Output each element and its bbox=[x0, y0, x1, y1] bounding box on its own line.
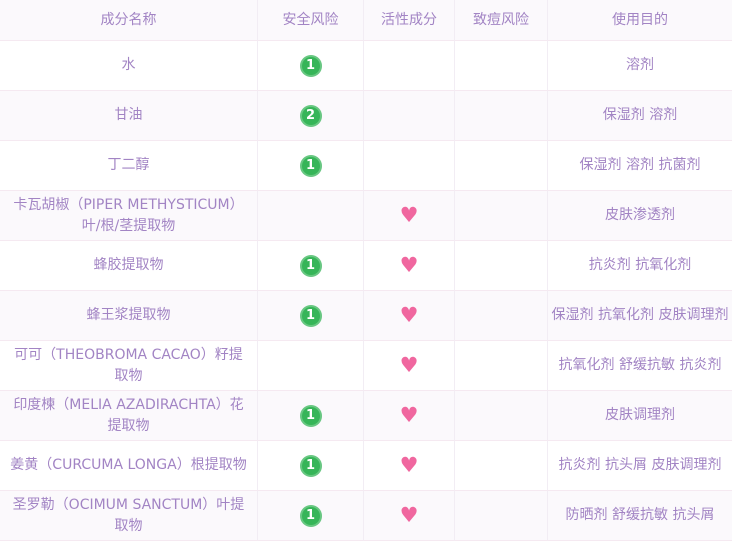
table-row: 丁二醇 1 保湿剂 溶剂 抗菌剂 bbox=[0, 141, 732, 191]
safety-risk-badge: 1 bbox=[299, 304, 322, 327]
usage-purpose: 皮肤渗透剂 bbox=[548, 191, 732, 241]
acne-risk-cell bbox=[455, 141, 548, 191]
acne-risk-cell bbox=[455, 341, 548, 391]
active-ingredient-cell: ♥ bbox=[364, 341, 455, 391]
safety-risk-cell: 1 bbox=[258, 441, 364, 491]
acne-risk-cell bbox=[455, 91, 548, 141]
acne-risk-cell bbox=[455, 241, 548, 291]
safety-risk-cell: 1 bbox=[258, 141, 364, 191]
ingredient-name: 水 bbox=[0, 41, 258, 91]
usage-purpose: 抗氧化剂 舒缓抗敏 抗炎剂 bbox=[548, 341, 732, 391]
usage-purpose: 保湿剂 溶剂 抗菌剂 bbox=[548, 141, 732, 191]
heart-icon: ♥ bbox=[399, 453, 419, 477]
heart-icon: ♥ bbox=[399, 503, 419, 527]
table-row: 蜂胶提取物 1 ♥ 抗炎剂 抗氧化剂 bbox=[0, 241, 732, 291]
safety-risk-badge: 1 bbox=[299, 504, 322, 527]
usage-purpose: 保湿剂 溶剂 bbox=[548, 91, 732, 141]
table-row: 甘油 2 保湿剂 溶剂 bbox=[0, 91, 732, 141]
safety-risk-cell: 1 bbox=[258, 391, 364, 441]
column-header-usage-purpose: 使用目的 bbox=[548, 0, 732, 41]
acne-risk-cell bbox=[455, 291, 548, 341]
safety-risk-cell bbox=[258, 341, 364, 391]
safety-risk-badge: 1 bbox=[299, 154, 322, 177]
usage-purpose: 防晒剂 舒缓抗敏 抗头屑 bbox=[548, 491, 732, 541]
active-ingredient-cell bbox=[364, 41, 455, 91]
acne-risk-cell bbox=[455, 191, 548, 241]
column-header-active-ingredient: 活性成分 bbox=[364, 0, 455, 41]
safety-risk-cell: 1 bbox=[258, 291, 364, 341]
usage-purpose: 保湿剂 抗氧化剂 皮肤调理剂 bbox=[548, 291, 732, 341]
safety-risk-cell: 1 bbox=[258, 41, 364, 91]
active-ingredient-cell bbox=[364, 141, 455, 191]
active-ingredient-cell: ♥ bbox=[364, 441, 455, 491]
table-row: 可可（THEOBROMA CACAO）籽提取物 ♥ 抗氧化剂 舒缓抗敏 抗炎剂 bbox=[0, 341, 732, 391]
safety-risk-badge: 1 bbox=[299, 54, 322, 77]
column-header-safety-risk: 安全风险 bbox=[258, 0, 364, 41]
heart-icon: ♥ bbox=[399, 403, 419, 427]
safety-risk-cell: 1 bbox=[258, 491, 364, 541]
ingredient-name: 甘油 bbox=[0, 91, 258, 141]
table-body: 水 1 溶剂 甘油 2 保湿剂 溶剂 丁二醇 1 保湿剂 溶剂 抗菌剂 卡瓦胡椒… bbox=[0, 41, 732, 541]
safety-risk-badge: 2 bbox=[299, 104, 322, 127]
heart-icon: ♥ bbox=[399, 303, 419, 327]
safety-risk-cell bbox=[258, 191, 364, 241]
table-row: 印度楝（MELIA AZADIRACHTA）花提取物 1 ♥ 皮肤调理剂 bbox=[0, 391, 732, 441]
active-ingredient-cell: ♥ bbox=[364, 491, 455, 541]
column-header-ingredient-name: 成分名称 bbox=[0, 0, 258, 41]
heart-icon: ♥ bbox=[399, 353, 419, 377]
usage-purpose: 抗炎剂 抗氧化剂 bbox=[548, 241, 732, 291]
ingredient-name: 蜂胶提取物 bbox=[0, 241, 258, 291]
active-ingredient-cell bbox=[364, 91, 455, 141]
ingredient-name: 圣罗勒（OCIMUM SANCTUM）叶提取物 bbox=[0, 491, 258, 541]
ingredient-name: 卡瓦胡椒（PIPER METHYSTICUM）叶/根/茎提取物 bbox=[0, 191, 258, 241]
active-ingredient-cell: ♥ bbox=[364, 391, 455, 441]
table-row: 水 1 溶剂 bbox=[0, 41, 732, 91]
table-row: 圣罗勒（OCIMUM SANCTUM）叶提取物 1 ♥ 防晒剂 舒缓抗敏 抗头屑 bbox=[0, 491, 732, 541]
active-ingredient-cell: ♥ bbox=[364, 291, 455, 341]
safety-risk-cell: 1 bbox=[258, 241, 364, 291]
usage-purpose: 溶剂 bbox=[548, 41, 732, 91]
ingredient-name: 姜黄（CURCUMA LONGA）根提取物 bbox=[0, 441, 258, 491]
safety-risk-cell: 2 bbox=[258, 91, 364, 141]
table-row: 蜂王浆提取物 1 ♥ 保湿剂 抗氧化剂 皮肤调理剂 bbox=[0, 291, 732, 341]
safety-risk-badge: 1 bbox=[299, 254, 322, 277]
heart-icon: ♥ bbox=[399, 253, 419, 277]
column-header-acne-risk: 致痘风险 bbox=[455, 0, 548, 41]
acne-risk-cell bbox=[455, 41, 548, 91]
active-ingredient-cell: ♥ bbox=[364, 191, 455, 241]
acne-risk-cell bbox=[455, 441, 548, 491]
table-row: 姜黄（CURCUMA LONGA）根提取物 1 ♥ 抗炎剂 抗头屑 皮肤调理剂 bbox=[0, 441, 732, 491]
ingredient-name: 印度楝（MELIA AZADIRACHTA）花提取物 bbox=[0, 391, 258, 441]
ingredient-name: 丁二醇 bbox=[0, 141, 258, 191]
ingredient-name: 蜂王浆提取物 bbox=[0, 291, 258, 341]
usage-purpose: 皮肤调理剂 bbox=[548, 391, 732, 441]
table-row: 卡瓦胡椒（PIPER METHYSTICUM）叶/根/茎提取物 ♥ 皮肤渗透剂 bbox=[0, 191, 732, 241]
active-ingredient-cell: ♥ bbox=[364, 241, 455, 291]
acne-risk-cell bbox=[455, 391, 548, 441]
ingredient-name: 可可（THEOBROMA CACAO）籽提取物 bbox=[0, 341, 258, 391]
usage-purpose: 抗炎剂 抗头屑 皮肤调理剂 bbox=[548, 441, 732, 491]
heart-icon: ♥ bbox=[399, 203, 419, 227]
table-header-row: 成分名称 安全风险 活性成分 致痘风险 使用目的 bbox=[0, 0, 732, 41]
acne-risk-cell bbox=[455, 491, 548, 541]
safety-risk-badge: 1 bbox=[299, 454, 322, 477]
safety-risk-badge: 1 bbox=[299, 404, 322, 427]
